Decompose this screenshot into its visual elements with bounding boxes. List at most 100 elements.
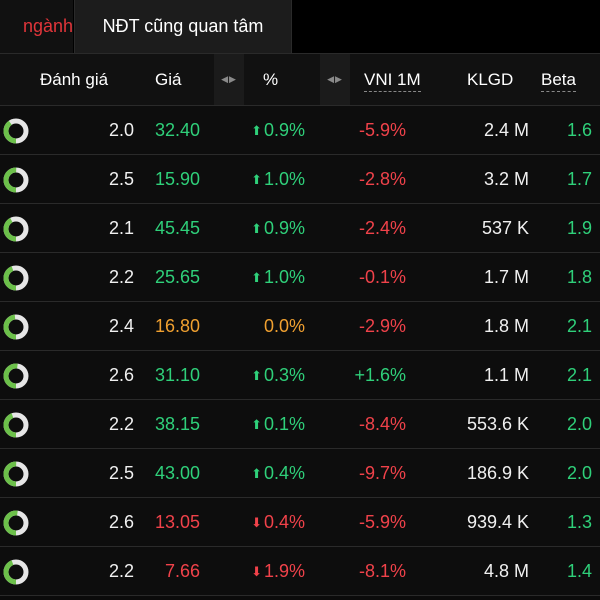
price-value: 31.10 — [154, 365, 200, 385]
vni-1m-change: -8.1% — [358, 561, 406, 581]
price-value: 15.90 — [154, 169, 200, 189]
rating-donut-icon — [2, 460, 30, 488]
price-value: 7.66 — [164, 561, 200, 581]
arrow-up-icon: ⬆ — [251, 123, 262, 138]
tab-same-industry[interactable]: ngành — [0, 0, 73, 53]
rating-value: 2.5 — [108, 463, 134, 483]
price-value: 38.15 — [154, 414, 200, 434]
price-value: 16.80 — [154, 316, 200, 336]
table-row[interactable]: 2.4 16.80 0.0% -2.9% 1.8 M 2.1 — [0, 302, 600, 351]
tab-investors-also-watch[interactable]: NĐT cũng quan tâm — [74, 0, 292, 53]
rating-value: 2.6 — [108, 365, 134, 385]
beta-value: 2.1 — [566, 316, 592, 336]
table-body: 2.0 32.40 ⬆ 0.9% -5.9% 2.4 M 1.6 2.5 15.90 ⬆ 1.0% -… — [0, 106, 600, 596]
table-row[interactable]: 2.2 7.66 ⬇ 1.9% -8.1% 4.8 M 1.4 — [0, 547, 600, 596]
beta-value: 1.7 — [566, 169, 592, 189]
left-right-arrows-icon[interactable]: ◀▶ — [214, 54, 244, 105]
tab-investors-also-watch-label: NĐT cũng quan tâm — [102, 16, 264, 36]
column-header-vni-1m[interactable]: VNI 1M — [364, 54, 421, 105]
price-value: 43.00 — [154, 463, 200, 483]
column-header-vni-1m-label: VNI 1M — [364, 70, 421, 92]
percent-change: ⬆ 0.9% — [251, 204, 305, 252]
price-value: 13.05 — [154, 512, 200, 532]
beta-value: 1.8 — [566, 267, 592, 287]
column-header-beta-label: Beta — [541, 70, 576, 92]
table-row[interactable]: 2.5 43.00 ⬆ 0.4% -9.7% 186.9 K 2.0 — [0, 449, 600, 498]
price-value: 25.65 — [154, 267, 200, 287]
percent-change: ⬆ 0.4% — [251, 449, 305, 497]
rating-donut-icon — [2, 558, 30, 586]
table-row[interactable]: 2.1 45.45 ⬆ 0.9% -2.4% 537 K 1.9 — [0, 204, 600, 253]
left-right-arrows-icon[interactable]: ◀▶ — [320, 54, 350, 105]
table-row[interactable]: 2.5 15.90 ⬆ 1.0% -2.8% 3.2 M 1.7 — [0, 155, 600, 204]
rating-value: 2.2 — [108, 267, 134, 287]
price-value: 45.45 — [154, 218, 200, 238]
table-row[interactable]: 2.6 13.05 ⬇ 0.4% -5.9% 939.4 K 1.3 — [0, 498, 600, 547]
vni-1m-change: -2.8% — [358, 169, 406, 189]
percent-change: 0.0% — [264, 302, 305, 350]
vni-1m-change: -5.9% — [358, 512, 406, 532]
percent-change-value: 0.1% — [263, 414, 305, 434]
table-row[interactable]: 2.2 38.15 ⬆ 0.1% -8.4% 553.6 K 2.0 — [0, 400, 600, 449]
rating-value: 2.0 — [108, 120, 134, 140]
percent-change-value: 1.0% — [263, 267, 305, 287]
rating-donut-icon — [2, 117, 30, 145]
rating-donut-icon — [2, 264, 30, 292]
rating-value: 2.2 — [108, 414, 134, 434]
percent-change-value: 0.9% — [263, 120, 305, 140]
price-value: 32.40 — [154, 120, 200, 140]
rating-value: 2.5 — [108, 169, 134, 189]
arrow-up-icon: ⬆ — [251, 368, 262, 383]
percent-change: ⬆ 0.3% — [251, 351, 305, 399]
column-header-price[interactable]: Giá — [155, 70, 182, 89]
table-header: Đánh giá Giá ◀▶ % ◀▶ VNI 1M KLGD Beta — [0, 54, 600, 106]
tab-bar: ngành NĐT cũng quan tâm — [0, 0, 600, 54]
percent-change: ⬇ 1.9% — [251, 547, 305, 595]
rating-value: 2.6 — [108, 512, 134, 532]
percent-change-value: 0.4% — [263, 512, 305, 532]
column-header-volume[interactable]: KLGD — [467, 70, 514, 89]
column-header-beta[interactable]: Beta — [541, 54, 576, 105]
volume-value: 3.2 M — [483, 169, 529, 189]
vni-1m-change: -2.9% — [358, 316, 406, 336]
rating-value: 2.2 — [108, 561, 134, 581]
percent-change: ⬆ 0.1% — [251, 400, 305, 448]
volume-value: 186.9 K — [466, 463, 529, 483]
beta-value: 2.1 — [566, 365, 592, 385]
column-header-rating[interactable]: Đánh giá — [40, 70, 109, 89]
table-row[interactable]: 2.0 32.40 ⬆ 0.9% -5.9% 2.4 M 1.6 — [0, 106, 600, 155]
arrow-up-icon: ⬆ — [251, 221, 262, 236]
vni-1m-change: +1.6% — [354, 365, 406, 385]
rating-donut-icon — [2, 411, 30, 439]
arrow-down-icon: ⬇ — [251, 515, 262, 530]
volume-value: 1.8 M — [483, 316, 529, 336]
rating-donut-icon — [2, 509, 30, 537]
percent-change-value: 0.3% — [263, 365, 305, 385]
volume-value: 1.7 M — [483, 267, 529, 287]
percent-change-value: 0.4% — [263, 463, 305, 483]
table-row[interactable]: 2.6 31.10 ⬆ 0.3% +1.6% 1.1 M 2.1 — [0, 351, 600, 400]
volume-value: 2.4 M — [483, 120, 529, 140]
volume-value: 4.8 M — [483, 561, 529, 581]
beta-value: 1.4 — [566, 561, 592, 581]
arrow-up-icon: ⬆ — [251, 417, 262, 432]
vni-1m-change: -8.4% — [358, 414, 406, 434]
rating-value: 2.4 — [108, 316, 134, 336]
beta-value: 1.3 — [566, 512, 592, 532]
vni-1m-change: -9.7% — [358, 463, 406, 483]
vni-1m-change: -0.1% — [358, 267, 406, 287]
table-row[interactable]: 2.2 25.65 ⬆ 1.0% -0.1% 1.7 M 1.8 — [0, 253, 600, 302]
arrow-up-icon: ⬆ — [251, 270, 262, 285]
column-header-percent[interactable]: % — [263, 70, 279, 89]
percent-change-value: 0.9% — [263, 218, 305, 238]
beta-value: 1.9 — [566, 218, 592, 238]
percent-change: ⬇ 0.4% — [251, 498, 305, 546]
volume-value: 1.1 M — [483, 365, 529, 385]
percent-change-value: 1.9% — [263, 561, 305, 581]
arrow-down-icon: ⬇ — [251, 564, 262, 579]
arrow-up-icon: ⬆ — [251, 172, 262, 187]
percent-change: ⬆ 1.0% — [251, 155, 305, 203]
percent-change: ⬆ 1.0% — [251, 253, 305, 301]
vni-1m-change: -5.9% — [358, 120, 406, 140]
